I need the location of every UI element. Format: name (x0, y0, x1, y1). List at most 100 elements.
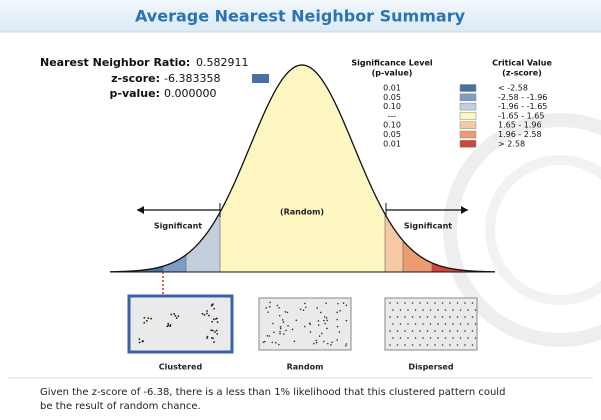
point (271, 342, 273, 344)
point (422, 309, 424, 311)
point (273, 331, 275, 333)
point (400, 323, 402, 325)
point (467, 337, 469, 339)
point (427, 344, 429, 346)
report: Average Nearest Neighbor Summary Nearest… (0, 0, 601, 416)
point (339, 331, 341, 333)
point (275, 342, 277, 344)
legend-z: 1.96 - 2.58 (498, 130, 542, 139)
point (445, 323, 447, 325)
point (324, 316, 326, 318)
point (331, 341, 333, 343)
point (138, 338, 140, 340)
point (404, 316, 406, 318)
point (269, 306, 271, 308)
legend-z: -2.58 - -1.96 (498, 93, 547, 102)
point (430, 323, 432, 325)
point (318, 324, 320, 326)
point (283, 333, 285, 335)
point (422, 337, 424, 339)
point (264, 341, 266, 343)
point (475, 323, 477, 325)
point (397, 316, 399, 318)
pattern-label: Clustered (159, 363, 203, 372)
point (272, 323, 274, 325)
significant-label: Significant (404, 222, 452, 231)
point (452, 337, 454, 339)
point (320, 312, 322, 314)
point (336, 312, 338, 314)
point (279, 333, 281, 335)
point (392, 323, 394, 325)
point (397, 330, 399, 332)
point (419, 344, 421, 346)
point (147, 317, 149, 319)
stat-value: -6.383358 (164, 72, 220, 85)
point (445, 309, 447, 311)
point (449, 330, 451, 332)
legend-p: 0.05 (383, 130, 401, 139)
point (214, 331, 216, 333)
point (269, 302, 271, 304)
point (389, 330, 391, 332)
point (419, 316, 421, 318)
point (464, 316, 466, 318)
point (467, 323, 469, 325)
caption: Given the z-score of -6.38, there is a l… (40, 387, 505, 398)
point (427, 330, 429, 332)
point (412, 302, 414, 304)
point (170, 314, 172, 316)
pattern-label: Random (287, 363, 324, 372)
point (397, 344, 399, 346)
point (464, 302, 466, 304)
point (292, 329, 294, 331)
point (472, 344, 474, 346)
point (326, 317, 328, 319)
legend-p: 0.10 (383, 102, 401, 111)
point (430, 309, 432, 311)
point (280, 326, 282, 328)
point (279, 331, 281, 333)
point (143, 317, 145, 319)
point (173, 313, 175, 315)
point (346, 343, 348, 345)
point (452, 309, 454, 311)
legend-swatch (460, 94, 476, 101)
significant-label: Significant (154, 222, 202, 231)
point (150, 318, 152, 320)
point (346, 320, 348, 322)
legend-z: > 2.58 (498, 139, 525, 148)
point (174, 315, 176, 317)
point (336, 339, 338, 341)
point (216, 333, 218, 335)
point (294, 341, 296, 343)
legend-swatch (460, 103, 476, 110)
point (269, 335, 271, 337)
point (407, 309, 409, 311)
legend-header: Critical Value (492, 59, 552, 68)
point (442, 330, 444, 332)
pattern-label: Dispersed (408, 363, 453, 372)
point (143, 322, 145, 324)
legend-swatch (460, 131, 476, 138)
legend-p: 0.01 (383, 84, 401, 93)
point (316, 342, 318, 344)
point (343, 302, 345, 304)
point (415, 309, 417, 311)
point (309, 322, 311, 324)
point (472, 302, 474, 304)
point (430, 337, 432, 339)
point (419, 330, 421, 332)
point (460, 323, 462, 325)
point (304, 326, 306, 328)
point (215, 318, 217, 320)
point (212, 330, 214, 332)
point (313, 343, 315, 345)
legend-swatch (460, 122, 476, 129)
legend-header: (z-score) (502, 69, 542, 78)
legend-swatch (460, 85, 476, 92)
stat-value: 0.000000 (164, 87, 217, 100)
stat-value: 0.582911 (196, 56, 249, 69)
point (167, 323, 169, 325)
legend-header: (p-value) (372, 69, 413, 78)
